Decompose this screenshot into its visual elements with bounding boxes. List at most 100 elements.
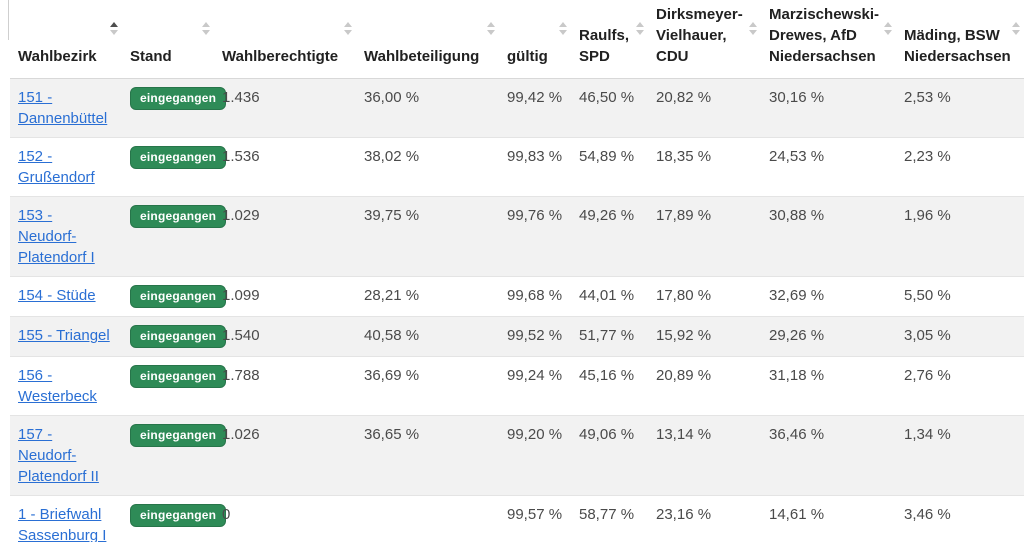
cell-wahlberechtigte: 1.536 [222, 148, 260, 165]
district-link[interactable]: 151 - Dannenbüttel [18, 89, 108, 127]
sort-icon[interactable] [487, 22, 495, 35]
cell-gueltig: 99,24 % [507, 367, 563, 384]
table-row: 157 - Neudorf-Platendorf II eingegangen … [10, 415, 1024, 496]
column-header-stand[interactable]: Stand [122, 0, 214, 79]
status-badge: eingegangen [130, 285, 227, 308]
column-divider-line [8, 0, 9, 40]
cell-gueltig: 99,20 % [507, 426, 563, 443]
sort-icon[interactable] [559, 22, 567, 35]
cell-wahlbeteiligung [356, 496, 499, 542]
cell-stand: eingegangen [122, 317, 227, 357]
cell-wahlbezirk: 152 - Grußendorf [10, 138, 122, 197]
cell-wahlbeteiligung: 28,21 % [364, 287, 420, 304]
cell-wahlbeteiligung: 36,00 % [364, 89, 420, 106]
sort-icon[interactable] [344, 22, 352, 35]
cell-wahlberechtigte: 1.026 [222, 426, 260, 443]
cell-wahlberechtigte: 1.788 [222, 367, 260, 384]
sort-icon[interactable] [1012, 22, 1020, 35]
cell-raulfs-spd: 58,77 % [579, 506, 635, 523]
cell-marzischewski-afd: 30,16 % [769, 89, 825, 106]
district-link[interactable]: 152 - Grußendorf [18, 148, 95, 186]
cell-wahlbezirk: 154 - Stüde [10, 277, 122, 317]
cell-stand: eingegangen [122, 277, 227, 317]
cell-wahlberechtigte: 1.436 [222, 89, 260, 106]
sort-icon[interactable] [636, 22, 644, 35]
district-link[interactable]: 154 - Stüde [18, 287, 96, 304]
column-header-maeding-bsw[interactable]: Mäding, BSW Niedersachsen [896, 0, 1024, 79]
cell-maeding-bsw: 3,05 % [904, 327, 951, 344]
column-header-wahlbezirk[interactable]: Wahlbezirk [10, 0, 122, 79]
cell-marzischewski-afd: 14,61 % [769, 506, 825, 523]
cell-gueltig: 99,57 % [507, 506, 563, 523]
district-link[interactable]: 156 - Westerbeck [18, 367, 97, 405]
column-header-gueltig[interactable]: gültig [499, 0, 571, 79]
cell-wahlberechtigte: 1.540 [222, 327, 260, 344]
cell-wahlberechtigte: 1.099 [222, 287, 260, 304]
status-badge: eingegangen [130, 205, 227, 228]
column-label: Raulfs, SPD [579, 27, 630, 65]
table-row: 154 - Stüde eingegangen 1.099 28,21 % 99… [10, 277, 1024, 317]
sort-icon[interactable] [202, 22, 210, 35]
cell-raulfs-spd: 49,06 % [579, 426, 635, 443]
cell-maeding-bsw: 2,76 % [904, 367, 951, 384]
cell-maeding-bsw: 1,96 % [904, 207, 951, 224]
column-label: Wahlberechtigte [222, 48, 339, 65]
district-link[interactable]: 1 - Briefwahl Sassenburg I [18, 506, 107, 542]
cell-dirksmeyer-cdu: 17,89 % [656, 207, 712, 224]
cell-maeding-bsw: 1,34 % [904, 426, 951, 443]
cell-raulfs-spd: 51,77 % [579, 327, 635, 344]
sort-icon[interactable] [884, 22, 892, 35]
cell-maeding-bsw: 2,23 % [904, 148, 951, 165]
cell-marzischewski-afd: 32,69 % [769, 287, 825, 304]
cell-wahlbezirk: 157 - Neudorf-Platendorf II [10, 416, 122, 496]
cell-maeding-bsw: 5,50 % [904, 287, 951, 304]
status-badge: eingegangen [130, 325, 227, 348]
sort-icon[interactable] [749, 22, 757, 35]
cell-raulfs-spd: 46,50 % [579, 89, 635, 106]
table-row: 152 - Grußendorf eingegangen 1.536 38,02… [10, 138, 1024, 197]
cell-marzischewski-afd: 36,46 % [769, 426, 825, 443]
district-link[interactable]: 157 - Neudorf-Platendorf II [18, 426, 99, 485]
cell-stand: eingegangen [122, 416, 227, 496]
table-row: 153 - Neudorf-Platendorf I eingegangen 1… [10, 196, 1024, 277]
cell-wahlbeteiligung: 39,75 % [364, 207, 420, 224]
status-badge: eingegangen [130, 365, 227, 388]
column-header-wahlberechtigte[interactable]: Wahlberechtigte [214, 0, 356, 79]
cell-gueltig: 99,83 % [507, 148, 563, 165]
cell-stand: eingegangen [122, 496, 227, 542]
cell-wahlbeteiligung: 36,65 % [364, 426, 420, 443]
cell-wahlberechtigte: 1.029 [222, 207, 260, 224]
column-label: Wahlbeteiligung [364, 48, 480, 65]
column-label: Mäding, BSW Niedersachsen [904, 27, 1011, 65]
table-row: 151 - Dannenbüttel eingegangen 1.436 36,… [10, 78, 1024, 138]
district-link[interactable]: 155 - Triangel [18, 327, 110, 344]
column-header-dirksmeyer-cdu[interactable]: Dirksmeyer-Vielhauer, CDU [648, 0, 761, 79]
cell-marzischewski-afd: 30,88 % [769, 207, 825, 224]
cell-raulfs-spd: 45,16 % [579, 367, 635, 384]
cell-raulfs-spd: 54,89 % [579, 148, 635, 165]
column-label: Dirksmeyer-Vielhauer, CDU [656, 6, 743, 65]
cell-maeding-bsw: 2,53 % [904, 89, 951, 106]
cell-wahlbeteiligung: 36,69 % [364, 367, 420, 384]
sort-icon[interactable] [110, 22, 118, 35]
cell-stand: eingegangen [122, 357, 227, 416]
column-header-marzischewski-afd[interactable]: Marzischewski-Drewes, AfD Niedersachsen [761, 0, 896, 79]
district-link[interactable]: 153 - Neudorf-Platendorf I [18, 207, 95, 266]
cell-dirksmeyer-cdu: 23,16 % [656, 506, 712, 523]
header-row: Wahlbezirk Stand Wahlberechtigte Wahlbet… [10, 0, 1024, 79]
cell-dirksmeyer-cdu: 17,80 % [656, 287, 712, 304]
column-header-raulfs-spd[interactable]: Raulfs, SPD [571, 0, 648, 79]
status-badge: eingegangen [130, 87, 227, 110]
column-label: gültig [507, 48, 548, 65]
cell-wahlbeteiligung: 40,58 % [364, 327, 420, 344]
cell-gueltig: 99,76 % [507, 207, 563, 224]
cell-dirksmeyer-cdu: 13,14 % [656, 426, 712, 443]
column-header-wahlbeteiligung[interactable]: Wahlbeteiligung [356, 0, 499, 79]
cell-stand: eingegangen [122, 138, 227, 197]
cell-wahlbeteiligung: 38,02 % [364, 148, 420, 165]
cell-wahlberechtigte: 0 [222, 506, 231, 523]
cell-dirksmeyer-cdu: 20,82 % [656, 89, 712, 106]
cell-marzischewski-afd: 29,26 % [769, 327, 825, 344]
cell-gueltig: 99,42 % [507, 89, 563, 106]
